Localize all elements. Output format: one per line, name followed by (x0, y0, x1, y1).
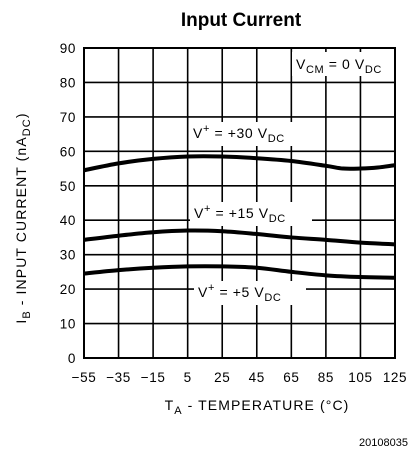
y-tick-labels: 0 10 20 30 40 50 60 70 80 90 (60, 41, 76, 366)
x-tick-label: 25 (214, 370, 230, 385)
x-tick-labels: −55 −35 −15 5 25 45 65 85 105 125 (72, 370, 407, 385)
condition-label-bg (292, 52, 393, 76)
series-label-1: V+ = +30 VDC (193, 123, 285, 145)
y-tick-label: 10 (60, 317, 76, 332)
series-line-1 (83, 154, 396, 173)
x-tick-label: 85 (318, 370, 334, 385)
x-tick-label: −35 (106, 370, 131, 385)
series-line-3 (83, 264, 396, 280)
x-tick-label: 65 (283, 370, 299, 385)
y-tick-label: 60 (60, 144, 76, 159)
figure-id: 20108035 (359, 437, 408, 449)
series-label-2: V+ = +15 VDC (194, 203, 286, 225)
chart-title: Input Current (181, 10, 302, 31)
annotations: V+ = +30 VDC V+ = +15 VDC V+ = +5 VDC VCM =… (189, 52, 393, 305)
x-tick-label: 105 (348, 370, 372, 385)
condition-label: VCM = 0 VDC (296, 56, 382, 76)
y-tick-label: 90 (60, 41, 76, 56)
series-line-2 (83, 228, 396, 247)
y-tick-label: 20 (60, 282, 76, 297)
series-label-3: V+ = +5 VDC (198, 282, 281, 304)
y-tick-label: 50 (60, 179, 76, 194)
plot-frame (83, 47, 396, 359)
y-tick-label: 40 (60, 213, 76, 228)
y-tick-label: 0 (68, 351, 76, 366)
x-tick-label: −55 (72, 370, 97, 385)
series-label-1-bg (189, 122, 313, 146)
x-tick-label: 125 (383, 370, 407, 385)
y-axis-label: IB - INPUT CURRENT (nADC) (13, 112, 33, 323)
x-axis-label: TA - TEMPERATURE (°C) (165, 397, 350, 417)
series-label-3-bg (194, 281, 306, 305)
y-tick-label: 80 (60, 75, 76, 90)
series-lines (83, 154, 396, 280)
series-label-2-bg (190, 202, 312, 226)
x-tick-label: −15 (141, 370, 166, 385)
x-tick-label: 45 (249, 370, 265, 385)
y-tick-label: 30 (60, 248, 76, 263)
x-tick-label: 5 (184, 370, 192, 385)
y-tick-label: 70 (60, 110, 76, 125)
